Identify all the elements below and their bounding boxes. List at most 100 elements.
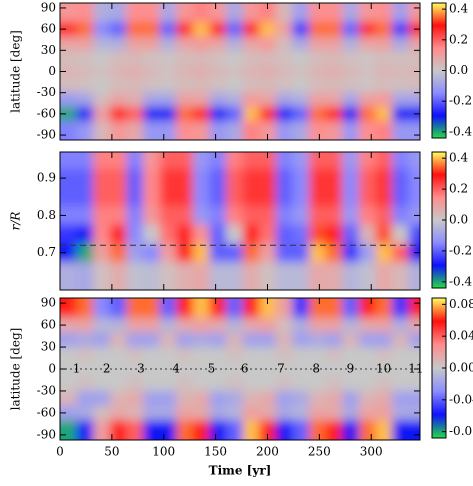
heat-cell (325, 187, 343, 207)
heat-cell (176, 120, 194, 140)
y-tick-label: 0.8 (37, 208, 56, 222)
heat-cell (325, 347, 343, 363)
heatmap (60, 152, 420, 290)
heat-cell (159, 152, 177, 170)
heat-cell (375, 50, 393, 66)
heat-cell (275, 376, 293, 392)
heat-cell (325, 36, 343, 51)
heat-cell (109, 361, 127, 377)
heat-cell (76, 168, 94, 189)
heat-cell (76, 36, 94, 51)
heat-cell (308, 224, 327, 244)
heat-cell (76, 317, 94, 334)
heat-cell (159, 168, 177, 189)
heat-cell (159, 50, 177, 66)
cycle-label: 8 (312, 362, 320, 376)
heat-cell (109, 298, 127, 319)
heat-cell (126, 36, 144, 51)
heat-cell (142, 106, 161, 122)
heat-cell (242, 152, 260, 170)
heat-cell (358, 120, 376, 140)
heat-cell (325, 50, 343, 66)
heat-cell (176, 206, 194, 226)
heat-cell (342, 120, 360, 140)
heat-cell (93, 376, 111, 392)
heat-cell (109, 390, 127, 407)
heat-cell (192, 332, 210, 348)
heat-cell (209, 92, 227, 108)
heat-cell (176, 361, 194, 377)
y-tick-label: -60 (37, 106, 56, 120)
heat-cell (292, 332, 310, 348)
heat-cell (209, 50, 227, 66)
heat-cell (391, 376, 410, 392)
cycle-label: 4 (172, 362, 180, 376)
heat-cell (308, 36, 327, 51)
x-tick-label: 250 (308, 445, 331, 459)
heat-cell (126, 390, 144, 407)
heat-cell (109, 22, 127, 37)
heat-cell (126, 243, 144, 263)
heat-cell (76, 206, 94, 226)
heat-cell (391, 120, 410, 140)
heat-cell (192, 64, 210, 80)
y-tick-label: 0 (48, 64, 56, 78)
heat-cell (93, 224, 111, 244)
heat-cell (292, 187, 310, 207)
heat-cell (391, 152, 410, 170)
heat-cell (225, 420, 244, 440)
heat-cell (242, 298, 260, 319)
heat-cell (225, 36, 244, 51)
heat-cell (142, 187, 161, 207)
heat-cell (292, 64, 310, 80)
heat-cell (259, 64, 277, 80)
heat-cell (176, 3, 194, 23)
cycle-label: 9 (347, 362, 355, 376)
heat-cell (342, 168, 360, 189)
heat-cell (308, 120, 327, 140)
heat-cell (325, 262, 343, 290)
heat-cell (325, 106, 343, 122)
heat-cell (225, 64, 244, 80)
heat-cell (408, 36, 420, 51)
colorbar-tick-label: -0.08 (449, 424, 473, 438)
heat-cell (76, 78, 94, 94)
heat-cell (375, 64, 393, 80)
heat-cell (109, 50, 127, 66)
heat-cell (375, 361, 393, 377)
heat-cell (242, 224, 260, 244)
heat-cell (325, 168, 343, 189)
heat-cell (358, 347, 376, 363)
y-tick-label: 0.9 (37, 171, 56, 185)
heat-cell (358, 376, 376, 392)
heat-cell (126, 168, 144, 189)
heat-cell (225, 405, 244, 421)
heat-cell (325, 298, 343, 319)
heat-cell (60, 224, 78, 244)
heat-cell (225, 50, 244, 66)
heat-cell (93, 120, 111, 140)
heat-cell (308, 206, 327, 226)
heat-cell (391, 50, 410, 66)
heat-cell (225, 376, 244, 392)
heat-cell (109, 224, 127, 244)
heat-cell (242, 3, 260, 23)
y-tick-label: 90 (41, 0, 56, 14)
heat-cell (292, 224, 310, 244)
heat-cell (109, 243, 127, 263)
heat-cell (60, 50, 78, 66)
heat-cell (408, 376, 420, 392)
heat-cell (126, 120, 144, 140)
heat-cell (358, 64, 376, 80)
y-tick-label: 90 (41, 296, 56, 310)
colorbar-tick-label: 0.08 (449, 297, 473, 311)
heat-cell (408, 262, 420, 290)
heat-cell (142, 22, 161, 37)
heat-cell (408, 168, 420, 189)
heat-cell (126, 78, 144, 94)
heat-cell (342, 347, 360, 363)
heat-cell (375, 92, 393, 108)
heat-cell (391, 317, 410, 334)
heat-cell (192, 376, 210, 392)
